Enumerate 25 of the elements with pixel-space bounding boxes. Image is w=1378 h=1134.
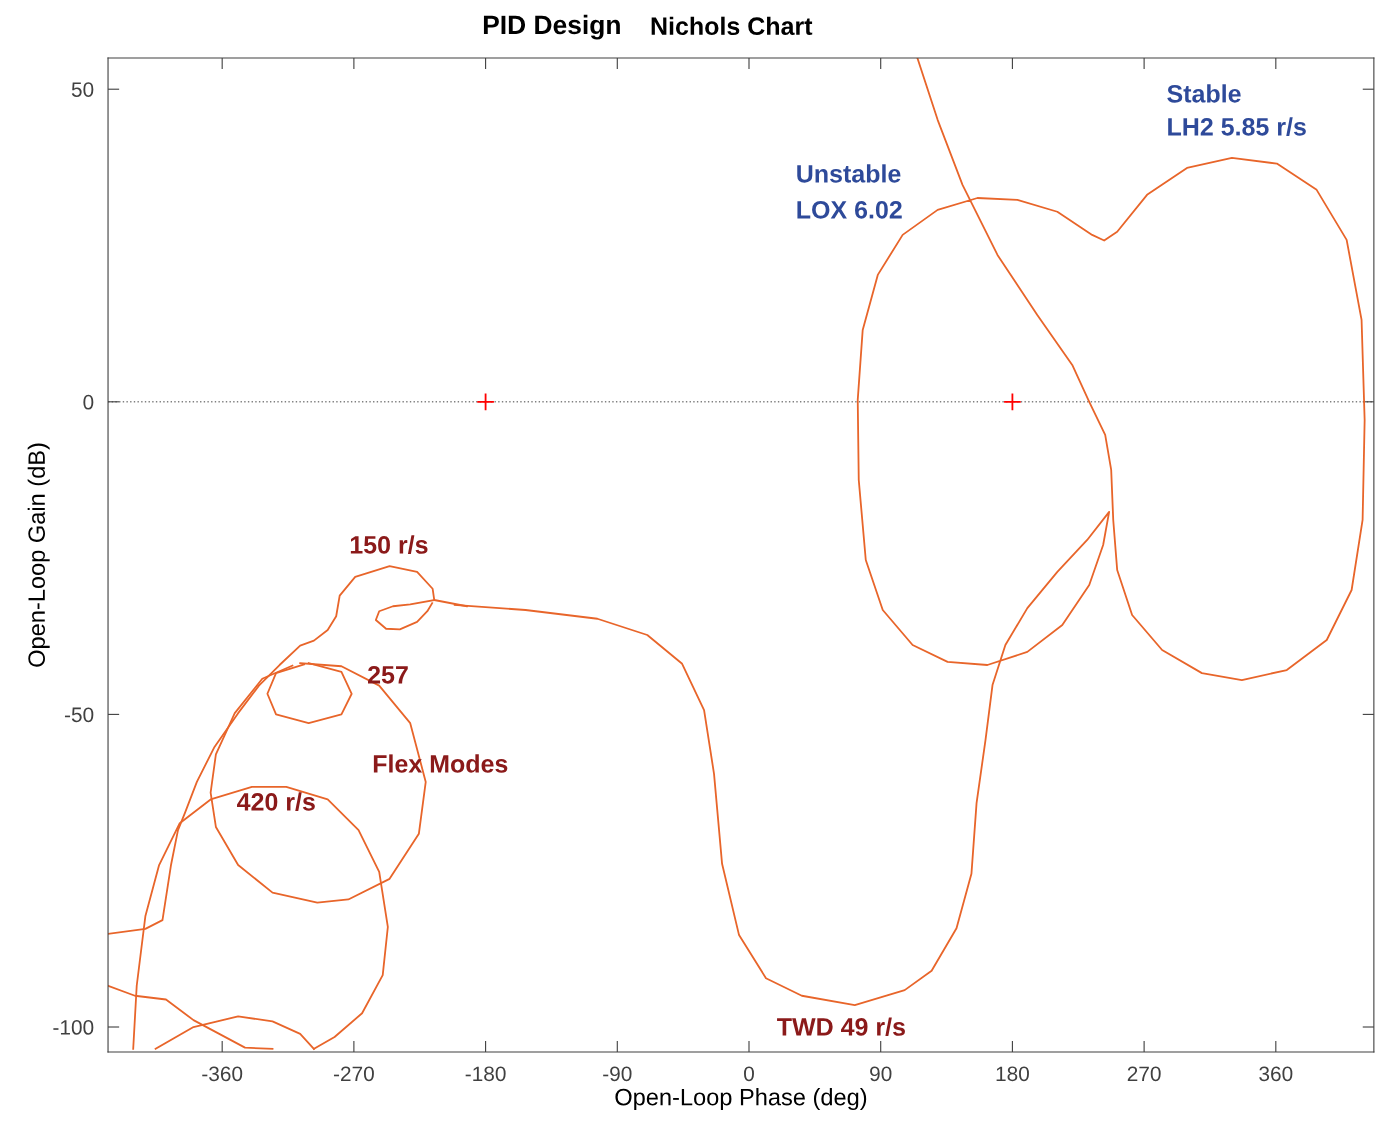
annotation: 150 r/s [350, 535, 428, 554]
y-tick-label: -100 [53, 1020, 94, 1035]
y-tick-label: -50 [64, 707, 94, 723]
annotation: TWD 49 r/s [777, 1017, 905, 1037]
x-tick-label: 180 [996, 1066, 1029, 1082]
annotation: 257 [368, 665, 408, 684]
x-tick-label: -90 [603, 1066, 632, 1082]
annotation: Unstable [797, 164, 901, 183]
chart-subtitle: Nichols Chart [651, 16, 813, 36]
x-tick-label: -270 [333, 1066, 374, 1082]
x-tick-label: 90 [870, 1066, 892, 1082]
chart-title: PID Design [483, 14, 620, 40]
x-tick-label: 360 [1259, 1066, 1293, 1082]
x-tick-label: -360 [202, 1066, 243, 1082]
annotation: Stable [1167, 84, 1241, 103]
y-tick-label: 50 [71, 82, 94, 97]
annotation: LOX 6.02 [797, 200, 902, 219]
x-tick-label: 0 [744, 1066, 754, 1082]
annotation: LH2 5.85 r/s [1168, 117, 1306, 136]
x-tick-label: 270 [1127, 1066, 1161, 1082]
y-axis-title: Open-Loop Gain (dB) [27, 443, 50, 667]
annotation: 420 r/s [237, 792, 315, 811]
x-tick-label: -180 [465, 1066, 506, 1082]
x-axis-title: Open-Loop Phase (deg) [615, 1088, 867, 1111]
y-tick-label: 0 [83, 394, 94, 410]
